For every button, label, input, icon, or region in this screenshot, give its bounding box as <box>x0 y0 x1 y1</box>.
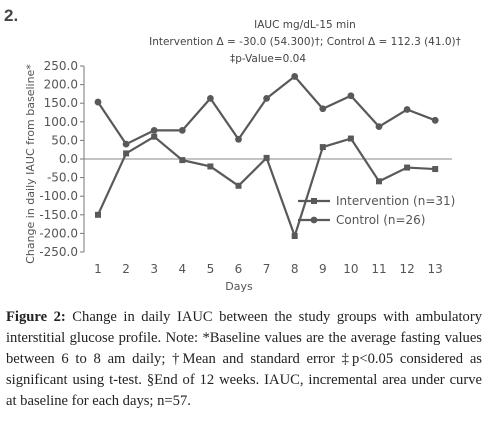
data-point <box>404 164 411 171</box>
data-point <box>347 92 355 100</box>
y-tick-label: -250.0 <box>39 245 78 259</box>
annotation-2: Intervention Δ = -30.0 (54.300)†; Contro… <box>149 36 461 48</box>
line-chart: 2. IAUC mg/dL-15 min Intervention Δ = -30… <box>4 6 461 293</box>
data-point <box>263 94 270 102</box>
data-point <box>319 144 326 151</box>
data-point <box>151 133 158 140</box>
data-point <box>122 140 130 148</box>
x-tick-label: 12 <box>399 262 414 276</box>
y-tick-label: -200.0 <box>39 226 78 240</box>
data-point <box>179 157 186 164</box>
data-point <box>432 166 439 173</box>
y-tick-label: -150.0 <box>39 208 78 222</box>
data-point <box>291 73 299 80</box>
x-tick-label: 4 <box>178 262 186 276</box>
series-line <box>97 75 436 146</box>
data-point <box>319 105 327 113</box>
y-tick-label: 100.0 <box>44 115 78 129</box>
x-tick-label: 7 <box>263 262 271 276</box>
x-tick-label: 11 <box>371 262 386 276</box>
y-tick-label: 250.0 <box>44 59 78 73</box>
figure-caption: Figure 2: Change in daily IAUC between t… <box>6 307 482 412</box>
data-point <box>376 178 382 185</box>
data-point <box>403 106 411 113</box>
data-point <box>291 233 298 240</box>
data-point <box>207 163 214 170</box>
x-tick-label: 1 <box>94 262 102 276</box>
x-axis-title: Days <box>225 280 253 293</box>
x-tick-label: 3 <box>150 262 158 276</box>
y-axis-title: Change in daily IAUC from baseline* <box>24 64 37 264</box>
x-tick-label: 10 <box>343 262 358 276</box>
series-control <box>94 73 439 148</box>
x-tick-label: 5 <box>207 262 215 276</box>
x-tick-label: 6 <box>235 262 243 276</box>
data-point <box>263 154 270 161</box>
data-point <box>207 94 214 102</box>
caption-text: Change in daily IAUC between the study g… <box>6 309 482 409</box>
x-tick-label: 9 <box>319 262 327 276</box>
data-point <box>235 135 242 143</box>
x-tick-label: 2 <box>122 262 130 276</box>
data-point <box>123 150 130 157</box>
data-point <box>95 211 101 218</box>
data-point <box>347 135 354 142</box>
data-point <box>94 98 102 106</box>
series-intervention <box>95 133 439 240</box>
panel-label: 2. <box>4 6 18 25</box>
legend-marker <box>310 216 318 224</box>
x-tick-label: 13 <box>428 262 443 276</box>
annotation-1: IAUC mg/dL-15 min <box>254 19 356 31</box>
data-point <box>150 126 158 134</box>
y-tick-label: -50.0 <box>47 171 78 185</box>
x-tick-label: 8 <box>291 262 299 276</box>
legend-label: Control (n=26) <box>336 213 425 227</box>
y-tick-label: 0.0 <box>59 152 78 166</box>
annotation-3: ‡p-Value=0.04 <box>230 53 306 65</box>
data-point <box>178 126 186 134</box>
data-point <box>235 182 242 189</box>
y-tick-label: 150.0 <box>44 96 78 110</box>
y-tick-label: 50.0 <box>51 133 78 147</box>
y-tick-label: -100.0 <box>39 189 78 203</box>
legend-label: Intervention (n=31) <box>336 194 455 208</box>
y-tick-label: 200.0 <box>44 78 78 92</box>
caption-label: Figure 2: <box>6 309 66 325</box>
legend-marker <box>311 198 317 204</box>
legend: Intervention (n=31) Control (n=26) <box>298 194 455 227</box>
chart-annotations: IAUC mg/dL-15 min Intervention Δ = -30.0 … <box>149 19 461 65</box>
data-point <box>375 123 383 131</box>
data-point <box>431 116 439 124</box>
y-axis: 250.0 200.0 150.0 100.0 50.0 0.0 -50.0 -100.0 -1… <box>39 59 85 259</box>
series-layer <box>94 73 439 240</box>
